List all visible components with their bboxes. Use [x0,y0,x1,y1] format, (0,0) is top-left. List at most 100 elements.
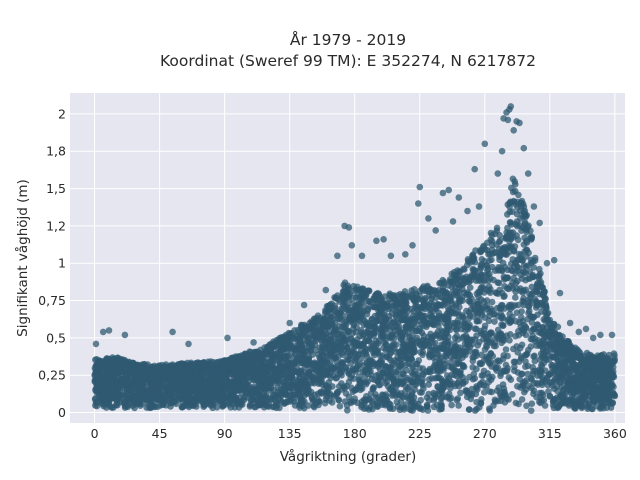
data-point [404,385,412,393]
data-point [443,330,451,337]
data-point [501,399,509,406]
data-point [281,399,289,407]
data-point [420,385,427,392]
data-point [349,330,357,337]
data-point [500,392,507,400]
data-point [397,398,405,405]
data-point [589,405,596,413]
data-point [514,236,522,244]
data-point [448,278,456,286]
data-point [448,283,456,291]
data-point [101,357,108,365]
data-point [386,290,394,298]
data-point [426,369,434,376]
data-point [410,320,417,328]
data-point [524,262,532,269]
data-point [438,327,445,335]
data-point [483,343,491,351]
data-point [376,325,384,332]
data-point [487,289,494,297]
data-point [368,398,375,405]
data-point [342,288,349,295]
data-point [395,323,403,330]
data-point [515,328,522,335]
data-point [497,372,504,380]
data-point [425,376,433,383]
data-point [283,391,290,398]
data-point [121,370,129,377]
data-point [566,369,573,376]
data-point [583,376,591,383]
data-point [515,400,522,408]
data-point [92,402,99,409]
data-point [445,305,452,312]
data-point [570,404,578,411]
data-point [448,401,455,409]
data-point [322,382,330,390]
data-point [436,334,444,342]
data-point [230,385,237,392]
data-point [542,333,550,341]
data-point [331,342,338,349]
data-point [506,219,514,226]
data-point [453,274,460,282]
data-point [362,380,370,388]
data-point [397,352,405,360]
data-point [542,367,549,375]
data-point [361,373,369,381]
data-point [317,326,325,334]
data-point [314,312,322,320]
data-point [500,352,508,359]
data-point [367,371,375,379]
data-point [518,396,526,403]
data-point [550,398,557,405]
data-point [435,309,443,317]
data-point [270,358,277,366]
data-point [408,362,416,369]
data-point [201,380,208,387]
data-point [454,281,462,288]
data-point [492,342,499,350]
data-point [432,305,439,312]
data-point [426,347,434,354]
data-point [113,385,120,392]
data-point [197,369,205,377]
data-point [491,230,499,238]
data-point [291,395,299,402]
data-point [485,354,493,361]
data-point [445,349,453,357]
data-point [594,369,602,377]
data-point [525,382,533,390]
data-point [566,353,573,361]
data-point [326,320,334,327]
data-point [493,304,501,312]
data-point [247,348,254,356]
data-point [207,388,215,395]
data-point [250,383,258,391]
data-point [291,345,299,353]
data-point [427,310,434,318]
data-point [519,318,526,325]
data-point [294,326,302,334]
data-point [536,356,544,363]
data-point [403,374,411,382]
data-point [564,382,572,390]
data-point [366,332,374,340]
data-point [389,390,397,398]
data-point [484,265,492,273]
data-point [344,307,352,314]
data-point [604,399,611,406]
data-point [416,313,423,321]
data-point [488,388,496,396]
data-point [558,400,565,407]
data-point [473,325,480,333]
data-point [517,199,525,206]
data-point [376,373,384,381]
data-point [395,391,403,399]
data-point [262,370,270,378]
data-point [435,356,443,364]
data-point [538,389,546,397]
data-point [496,256,503,264]
data-point [503,251,510,258]
